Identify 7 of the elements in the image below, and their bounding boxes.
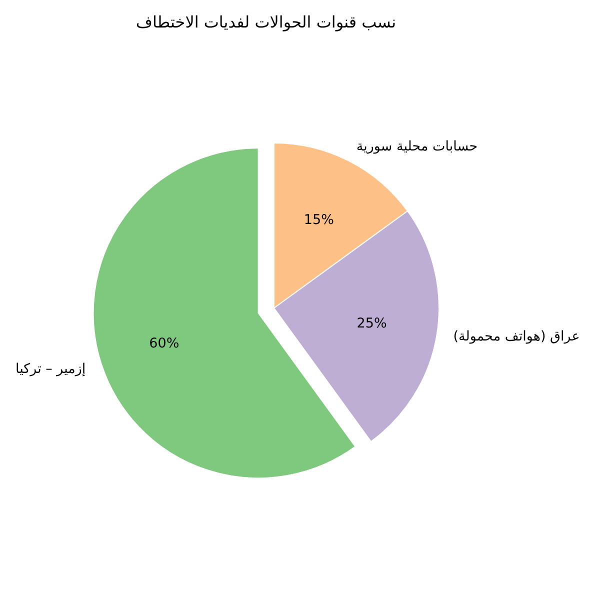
chart-title: نسب قنوات الحوالات لفديات الاختطاف [136,12,396,32]
slice-label: إزمير – تركيا [16,361,86,378]
slice-label: عراق (هواتف محمولة) [453,328,580,344]
data-label: 60% [149,336,180,352]
data-label: 15% [304,212,334,228]
slice-label: حسابات محلية سورية [356,138,478,154]
data-label: 25% [356,315,387,332]
